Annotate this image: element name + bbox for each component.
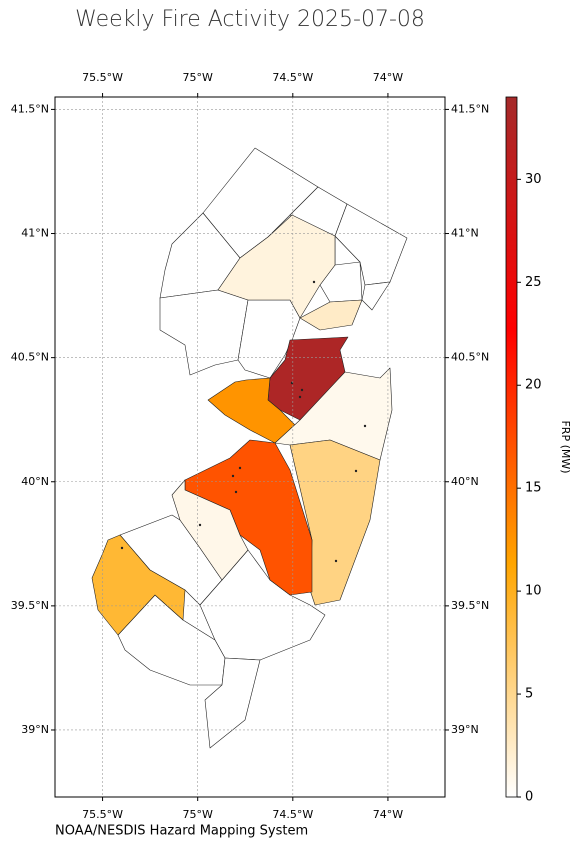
y-tick-label: 39°N (21, 723, 49, 736)
county-frp (299, 299, 363, 331)
county (159, 289, 249, 376)
colorbar-tick-label: 30 (525, 172, 542, 187)
x-tick-label: 75.5°W (82, 71, 123, 84)
colorbar (505, 96, 518, 798)
y-tick-label: 41.5°N (451, 102, 489, 115)
y-tick-label: 41°N (451, 227, 479, 240)
y-tick-label: 41.5°N (11, 102, 49, 115)
y-tick-label: 39°N (451, 723, 479, 736)
x-tick-label: 74.5°W (272, 71, 313, 84)
colorbar-tick-label: 25 (525, 275, 542, 290)
source-note: NOAA/NESDIS Hazard Mapping System (55, 824, 308, 839)
y-tick-label: 40°N (451, 475, 479, 488)
y-tick-label: 39.5°N (451, 599, 489, 612)
county-frp (274, 367, 393, 461)
x-tick-label: 74°W (373, 71, 403, 84)
y-tick-label: 41°N (21, 227, 49, 240)
fire-detection (198, 523, 202, 527)
fire-detection (312, 280, 316, 284)
county (361, 281, 391, 311)
fire-detection (300, 388, 304, 392)
colorbar-tick-label: 5 (525, 687, 533, 702)
fire-detection (231, 474, 235, 478)
y-tick-label: 40.5°N (451, 351, 489, 364)
colorbar-tick-label: 20 (525, 378, 542, 393)
x-tick-label: 75°W (182, 808, 212, 821)
county (204, 657, 261, 749)
fire-detection (354, 469, 358, 473)
x-tick-label: 74°W (373, 808, 403, 821)
x-tick-label: 75°W (182, 71, 212, 84)
x-tick-label: 74.5°W (272, 808, 313, 821)
chart-title: Weekly Fire Activity 2025-07-08 (75, 7, 425, 32)
colorbar-tick-label: 0 (525, 790, 533, 805)
y-tick-label: 40°N (21, 475, 49, 488)
fire-detection (120, 546, 124, 550)
fire-detection (234, 490, 238, 494)
plot-frame (54, 96, 446, 798)
x-tick-label: 75.5°W (82, 808, 123, 821)
colorbar-tick-label: 15 (525, 481, 542, 496)
county-frp (91, 534, 186, 636)
county-frp (171, 479, 249, 581)
y-tick-label: 39.5°N (11, 599, 49, 612)
colorbar-tick-label: 10 (525, 584, 542, 599)
fire-detection (238, 466, 242, 470)
fire-detection (298, 395, 302, 399)
y-tick-label: 40.5°N (11, 351, 49, 364)
fire-detection (334, 559, 338, 563)
county-frp (217, 214, 336, 319)
colorbar-label: FRP (MW) (559, 420, 572, 473)
fire-detection (363, 424, 367, 428)
